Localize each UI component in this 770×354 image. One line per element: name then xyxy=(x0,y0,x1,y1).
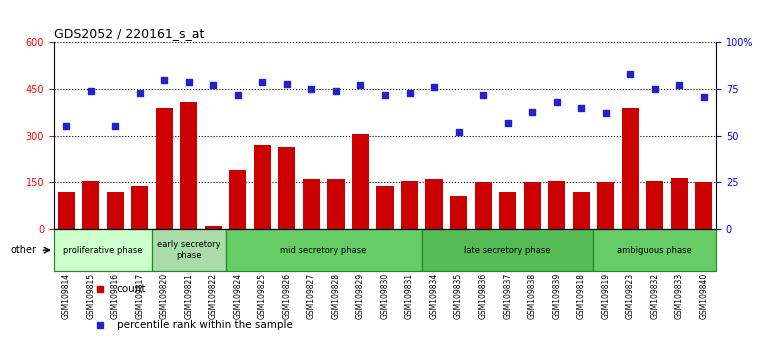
Bar xyxy=(131,185,149,229)
Bar xyxy=(82,181,99,229)
Bar xyxy=(303,179,320,229)
Bar xyxy=(621,108,639,229)
Point xyxy=(330,88,342,94)
Bar xyxy=(474,182,492,229)
Bar xyxy=(352,134,369,229)
Bar xyxy=(573,192,590,229)
Bar xyxy=(598,182,614,229)
Bar xyxy=(156,108,172,229)
Bar xyxy=(548,181,565,229)
Point xyxy=(698,94,710,99)
Bar xyxy=(106,192,124,229)
Text: GDS2052 / 220161_s_at: GDS2052 / 220161_s_at xyxy=(54,27,204,40)
Point xyxy=(501,120,514,126)
Bar xyxy=(205,226,222,229)
Text: mid secretory phase: mid secretory phase xyxy=(280,246,367,255)
Point xyxy=(60,124,72,129)
Bar xyxy=(671,178,688,229)
Point xyxy=(207,82,219,88)
Text: early secretory
phase: early secretory phase xyxy=(157,240,221,260)
Point xyxy=(354,82,367,88)
Point xyxy=(526,109,538,114)
Point xyxy=(281,81,293,86)
Bar xyxy=(180,102,197,229)
Bar xyxy=(54,229,152,271)
Bar xyxy=(450,196,467,229)
Point xyxy=(403,90,416,96)
Bar xyxy=(377,185,393,229)
Point xyxy=(453,129,465,135)
Point xyxy=(648,86,661,92)
Bar xyxy=(524,182,541,229)
Text: ambiguous phase: ambiguous phase xyxy=(618,246,692,255)
Text: other: other xyxy=(11,245,37,255)
Bar xyxy=(401,181,418,229)
Bar xyxy=(278,147,296,229)
Bar xyxy=(646,181,664,229)
Bar xyxy=(226,229,422,271)
Point xyxy=(232,92,244,98)
Point xyxy=(85,88,97,94)
Text: proliferative phase: proliferative phase xyxy=(63,246,142,255)
Bar xyxy=(499,192,516,229)
Bar xyxy=(594,229,716,271)
Bar xyxy=(327,179,344,229)
Point xyxy=(182,79,195,85)
Point xyxy=(109,124,122,129)
Text: late secretory phase: late secretory phase xyxy=(464,246,551,255)
Bar xyxy=(426,179,443,229)
Point xyxy=(624,72,637,77)
Text: count: count xyxy=(117,284,146,294)
Bar xyxy=(229,170,246,229)
Bar xyxy=(422,229,594,271)
Point xyxy=(305,86,317,92)
Bar xyxy=(695,182,712,229)
Point xyxy=(379,92,391,98)
Bar xyxy=(254,145,271,229)
Text: percentile rank within the sample: percentile rank within the sample xyxy=(117,320,293,330)
Point xyxy=(600,110,612,116)
Point xyxy=(428,84,440,90)
Bar xyxy=(152,229,226,271)
Point xyxy=(256,79,269,85)
Point xyxy=(133,90,146,96)
Point xyxy=(551,99,563,105)
Point xyxy=(673,82,685,88)
Point xyxy=(575,105,588,110)
Point xyxy=(477,92,489,98)
Point xyxy=(158,77,170,82)
Bar xyxy=(58,192,75,229)
